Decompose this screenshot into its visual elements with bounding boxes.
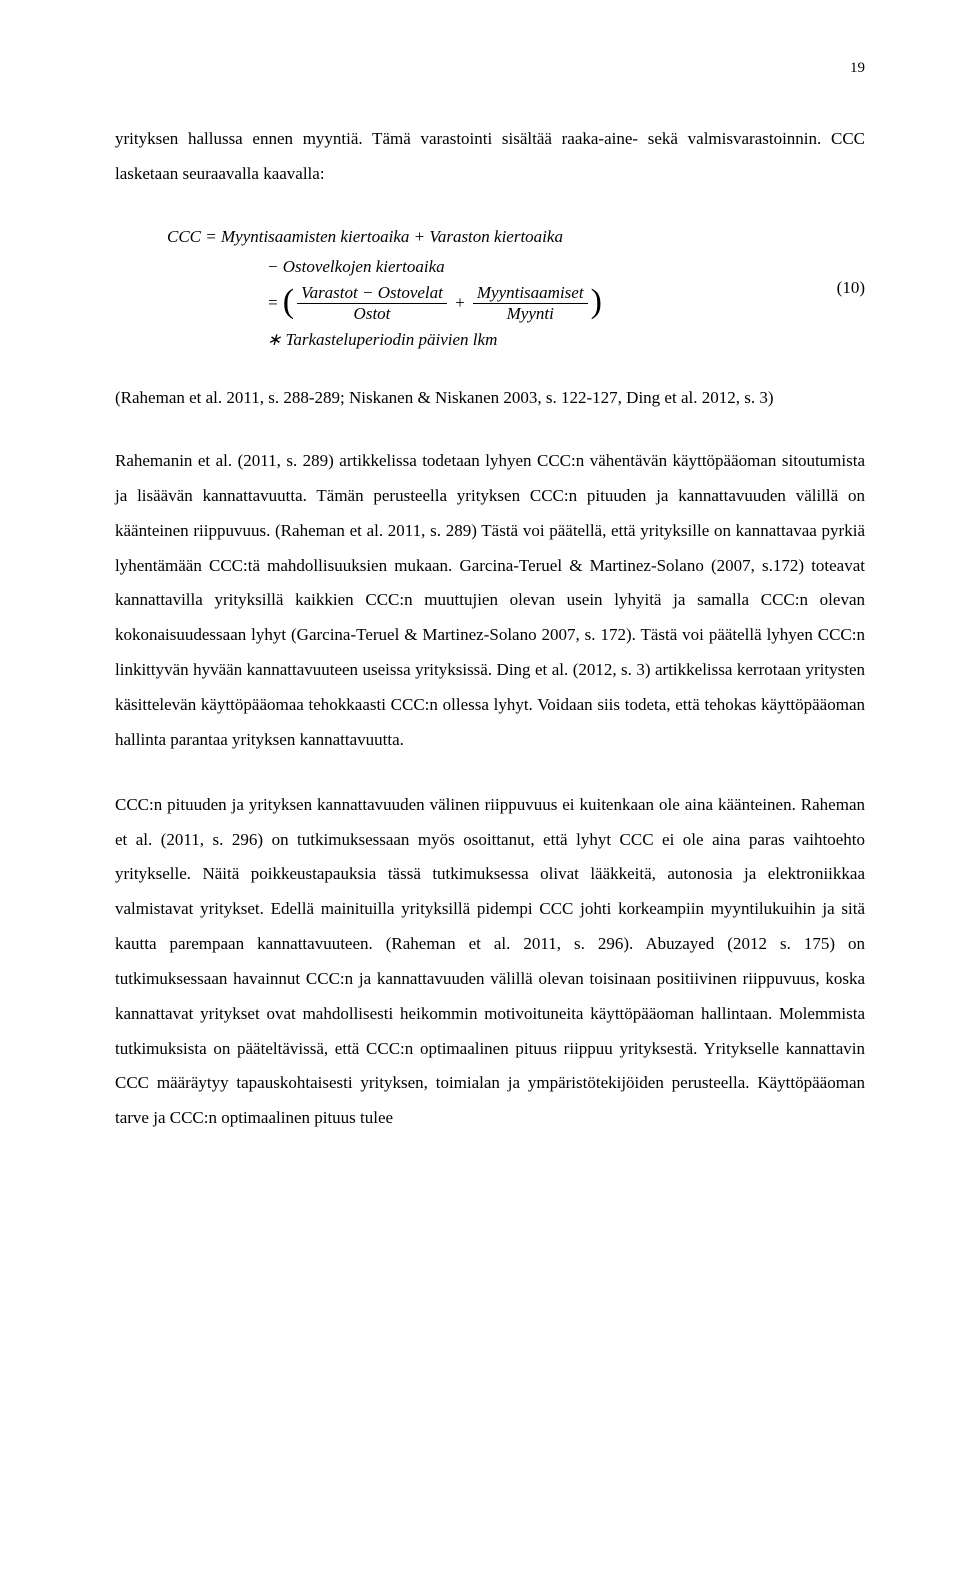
fraction-2-den: Myynti — [473, 304, 588, 324]
reference-line: (Raheman et al. 2011, s. 288-289; Niskan… — [115, 381, 865, 416]
formula-line-1: CCC = Myyntisaamisten kiertoaika + Varas… — [167, 222, 865, 253]
formula-line-4: ∗ Tarkasteluperiodin päivien lkm — [167, 325, 865, 356]
close-paren: ) — [591, 288, 602, 315]
fraction-2: MyyntisaamisetMyynti — [473, 283, 588, 325]
formula-line-3: = (Varastot − OstovelatOstot + Myyntisaa… — [167, 283, 865, 325]
intro-paragraph: yrityksen hallussa ennen myyntiä. Tämä v… — [115, 122, 865, 192]
page-number: 19 — [115, 60, 865, 77]
fraction-1-den: Ostot — [297, 304, 447, 324]
formula-plus: + — [450, 293, 470, 312]
page: 19 yrityksen hallussa ennen myyntiä. Täm… — [0, 0, 960, 1236]
body-paragraph-1: Rahemanin et al. (2011, s. 289) artikkel… — [115, 444, 865, 758]
fraction-1-num: Varastot − Ostovelat — [297, 283, 447, 304]
fraction-1: Varastot − OstovelatOstot — [297, 283, 447, 325]
fraction-2-num: Myyntisaamiset — [473, 283, 588, 304]
body-paragraph-2: CCC:n pituuden ja yrityksen kannattavuud… — [115, 788, 865, 1136]
open-paren: ( — [283, 288, 294, 315]
ccc-formula: CCC = Myyntisaamisten kiertoaika + Varas… — [115, 222, 865, 356]
formula-eq: = — [267, 293, 283, 312]
formula-line-2: − Ostovelkojen kiertoaika — [167, 252, 865, 283]
formula-number: (10) — [837, 278, 865, 298]
